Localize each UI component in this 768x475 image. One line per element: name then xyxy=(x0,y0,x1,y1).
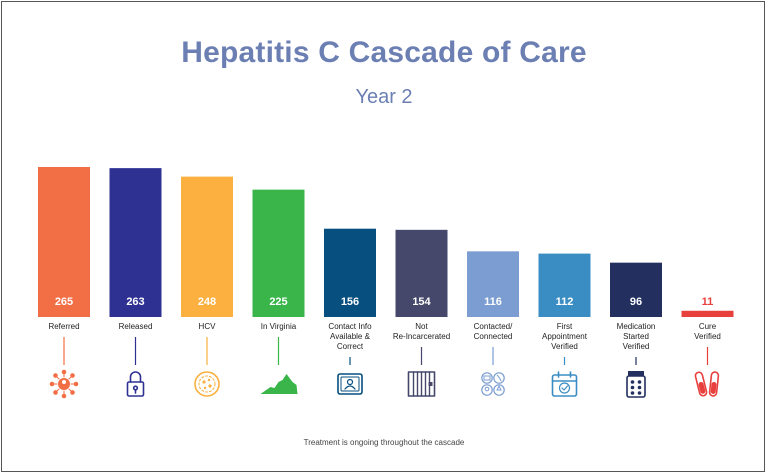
pill-bottle-icon xyxy=(626,371,646,398)
value-label-6: 154 xyxy=(412,296,431,308)
chart-title: Hepatitis C Cascade of Care xyxy=(181,36,587,69)
contact-card-icon xyxy=(337,373,363,395)
value-label-4: 225 xyxy=(269,296,287,308)
category-label-1: Referred xyxy=(48,322,79,331)
bar-2 xyxy=(109,168,162,317)
bar-4 xyxy=(252,189,305,317)
value-label-10: 11 xyxy=(702,296,714,308)
jail-cell-icon xyxy=(407,371,436,397)
bar-3 xyxy=(181,176,233,317)
category-label-9: Medication Started Verified xyxy=(617,322,656,351)
connectors-group xyxy=(63,337,709,365)
icons-group xyxy=(49,369,720,399)
virginia-map-icon xyxy=(260,374,298,394)
network-people-icon xyxy=(49,369,79,399)
bar-1 xyxy=(38,167,90,317)
value-label-3: 248 xyxy=(198,296,216,308)
value-label-2: 263 xyxy=(126,296,144,308)
bars-group xyxy=(38,167,734,317)
bar-10 xyxy=(681,310,734,317)
footnote: Treatment is ongoing throughout the casc… xyxy=(303,438,465,447)
value-label-8: 112 xyxy=(556,296,574,308)
category-label-3: HCV xyxy=(199,322,217,331)
padlock-icon xyxy=(126,371,145,397)
bar-9 xyxy=(610,262,662,317)
value-labels-group: 265 263 248 225 156 154 116 112 96 11 xyxy=(55,296,714,308)
value-label-5: 156 xyxy=(341,296,359,308)
chart-subtitle: Year 2 xyxy=(355,86,413,108)
virus-icon xyxy=(194,371,220,397)
contacts-icon xyxy=(481,372,505,396)
category-label-7: Contacted/Connected xyxy=(474,322,513,341)
value-label-9: 96 xyxy=(630,296,642,308)
value-label-1: 265 xyxy=(55,296,73,308)
calendar-check-icon xyxy=(551,371,578,397)
category-label-4: In Virginia xyxy=(261,322,297,331)
test-tubes-icon xyxy=(694,371,720,397)
bar-6 xyxy=(395,229,448,317)
category-labels-group: Referred Released HCV In Virginia Contact In… xyxy=(48,322,720,351)
category-label-2: Released xyxy=(119,322,153,331)
value-label-7: 116 xyxy=(484,296,502,308)
category-label-10: Cure Verified xyxy=(694,322,721,341)
category-label-8: First Appointment Verified xyxy=(542,322,588,351)
category-label-6: Not Re-Incarcerated xyxy=(393,322,450,341)
category-label-5: Contact Info Available & Correct xyxy=(328,322,372,351)
bar-5 xyxy=(324,228,376,317)
bar-8 xyxy=(538,253,591,317)
bar-7 xyxy=(467,251,519,317)
